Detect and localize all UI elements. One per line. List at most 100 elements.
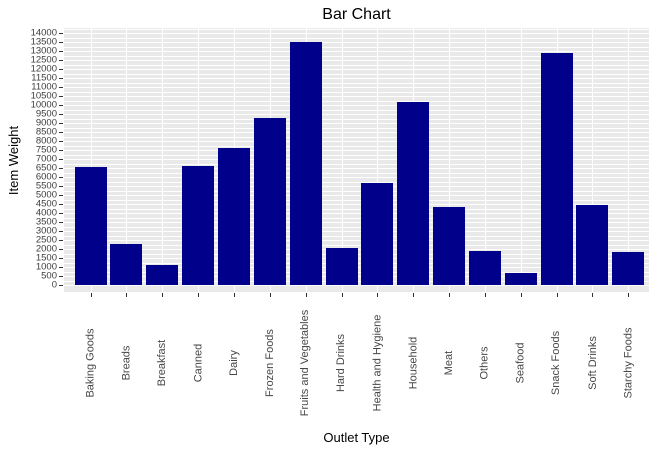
horizontal-gridline (64, 91, 649, 93)
horizontal-gridline (64, 154, 649, 156)
horizontal-gridline (64, 87, 649, 88)
x-tick-mark (520, 293, 522, 297)
y-tick-label: 11500 (31, 72, 57, 84)
y-tick-label: 8000 (35, 135, 57, 147)
bar-breads (110, 244, 143, 285)
y-tick-mark (59, 33, 63, 34)
y-tick-mark (59, 240, 63, 241)
y-tick-label: 0 (51, 279, 57, 291)
vertical-gridline (341, 28, 343, 292)
x-category-label-container: Canned (191, 300, 205, 426)
x-category-label-container: Household (406, 300, 420, 426)
y-tick-mark (59, 186, 63, 187)
horizontal-gridline (64, 105, 649, 106)
x-tick-mark (628, 293, 630, 297)
bar-breakfast (146, 265, 179, 285)
horizontal-gridline (64, 213, 649, 214)
horizontal-gridline (64, 69, 649, 70)
y-axis-title-container: Item Weight (2, 28, 26, 292)
x-category-label: Canned (192, 343, 205, 383)
horizontal-gridline (64, 55, 649, 57)
y-tick-label: 7000 (35, 153, 57, 165)
y-tick-label: 1000 (35, 261, 57, 273)
horizontal-gridline (64, 33, 649, 34)
y-tick-label: 3500 (35, 216, 57, 228)
x-category-label: Meat (443, 350, 455, 376)
x-category-label-container: Baking Goods (84, 300, 98, 426)
x-tick-mark (162, 293, 164, 297)
horizontal-gridline (64, 82, 649, 84)
chart-title: Bar Chart (322, 6, 391, 23)
vertical-gridline (520, 28, 522, 292)
horizontal-gridline (64, 64, 649, 66)
x-category-label: Baking Goods (84, 328, 97, 398)
x-category-label-container: Hard Drinks (335, 300, 349, 426)
x-tick-mark (341, 293, 343, 297)
y-tick-mark (59, 96, 63, 97)
bar-canned (182, 165, 215, 285)
x-tick-mark (484, 293, 486, 297)
y-tick-label: 2000 (35, 243, 57, 255)
x-category-label: Breads (120, 345, 133, 381)
horizontal-gridline (64, 42, 649, 43)
y-tick-label: 9500 (35, 108, 57, 120)
horizontal-gridline (64, 240, 649, 241)
horizontal-gridline (64, 127, 649, 129)
plot-area (64, 28, 649, 292)
y-tick-mark (59, 114, 63, 115)
x-category-label-container: Snack Foods (550, 300, 564, 426)
y-tick-label: 11000 (31, 81, 57, 93)
bar-frozen-foods (253, 118, 286, 285)
vertical-gridline (126, 28, 128, 292)
y-tick-label: 13500 (30, 36, 57, 48)
y-tick-mark (59, 132, 63, 133)
bar-seafood (504, 273, 537, 285)
x-category-label: Dairy (227, 350, 240, 376)
bar-others (468, 251, 501, 285)
horizontal-gridline (64, 285, 649, 286)
x-category-label-container: Dairy (227, 300, 241, 426)
y-tick-mark (59, 195, 63, 196)
y-tick-mark (59, 177, 63, 178)
y-tick-label: 4500 (35, 198, 57, 210)
x-tick-mark (413, 293, 415, 297)
y-tick-mark (59, 141, 63, 142)
y-tick-label: 6000 (35, 171, 57, 183)
y-tick-mark (59, 204, 63, 205)
horizontal-gridline (64, 60, 649, 61)
horizontal-gridline (64, 46, 649, 48)
horizontal-gridline (64, 109, 649, 111)
horizontal-gridline (64, 37, 649, 39)
x-tick-mark (556, 293, 558, 297)
x-tick-mark (377, 293, 379, 297)
bar-fruits-and-vegetables (289, 42, 322, 285)
x-category-label: Snack Foods (550, 330, 563, 396)
horizontal-gridline (64, 204, 649, 205)
y-tick-mark (59, 276, 63, 277)
y-tick-mark (59, 105, 63, 106)
horizontal-gridline (64, 145, 649, 147)
bar-dairy (217, 148, 250, 285)
y-tick-mark (59, 159, 63, 160)
x-category-label: Others (478, 346, 491, 380)
horizontal-gridline (64, 190, 649, 192)
horizontal-gridline (64, 163, 649, 165)
y-tick-label: 500 (41, 270, 57, 282)
y-tick-label: 10500 (30, 90, 57, 102)
horizontal-gridline (64, 186, 649, 187)
x-category-label: Breakfast (156, 339, 169, 387)
horizontal-gridline (64, 123, 649, 124)
y-tick-mark (59, 285, 63, 286)
y-tick-mark (59, 123, 63, 124)
x-category-label-container: Breads (119, 300, 133, 426)
vertical-gridline (449, 28, 450, 292)
y-tick-label: 10000 (30, 99, 57, 111)
horizontal-gridline (64, 172, 649, 174)
y-tick-label: 6500 (35, 162, 57, 174)
horizontal-gridline (64, 96, 649, 97)
horizontal-gridline (64, 195, 649, 196)
horizontal-gridline (64, 181, 649, 183)
y-tick-label: 9000 (35, 117, 57, 129)
x-tick-mark (305, 293, 307, 297)
